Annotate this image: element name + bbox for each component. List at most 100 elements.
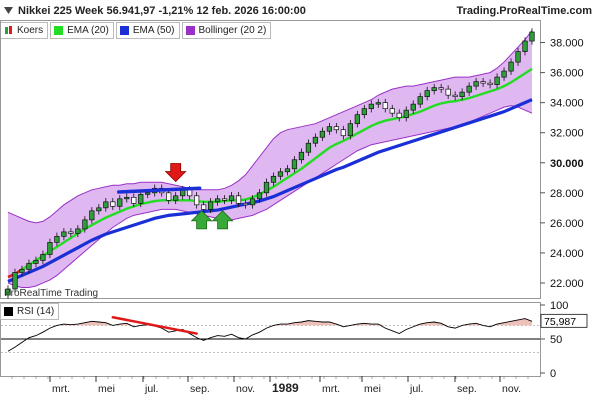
candle-body (124, 196, 130, 200)
candle-body (459, 91, 465, 97)
candle-body (89, 210, 95, 221)
candle-body (194, 195, 200, 206)
candle-body (487, 82, 493, 85)
candle-body (403, 109, 409, 119)
time-axis-label: mei (364, 383, 381, 395)
line-swatch-icon (54, 26, 64, 35)
candle-body (368, 103, 374, 110)
green-up-arrow-icon (211, 210, 234, 230)
legend-label-bollinger: Bollinger (20 2) (198, 25, 267, 36)
price-axis-label: 36.000 (550, 68, 584, 80)
chart-title: Nikkei 225 Week 56.941,97 -1,21% 12 feb.… (18, 5, 306, 17)
candle-body (207, 201, 214, 210)
candle-body (480, 81, 486, 84)
collapse-icon[interactable] (4, 6, 13, 15)
candle-body (298, 151, 305, 161)
candle-body (166, 192, 172, 201)
candle-body (187, 189, 193, 197)
candle-body (214, 198, 221, 203)
legend-item-ema20[interactable]: EMA (20) (50, 22, 114, 39)
candle-body (522, 40, 528, 52)
band-swatch-icon (185, 26, 195, 35)
bollinger-band (8, 30, 532, 288)
bollinger-lower (7, 105, 533, 288)
legend-label-koers: Koers (17, 25, 44, 36)
candle-body (249, 198, 256, 206)
brand-label[interactable]: Trading.ProRealTime.com (456, 5, 592, 17)
price-panel-frame (0, 20, 541, 299)
line-swatch-icon (119, 26, 129, 35)
candle-body (110, 201, 116, 207)
candle-body (82, 219, 88, 230)
candle-body (68, 231, 74, 234)
candle-body (96, 207, 102, 212)
candle-body (235, 195, 242, 204)
candle-body (26, 263, 32, 270)
price-axis-label: 34.000 (550, 98, 584, 110)
candle-body (389, 108, 395, 114)
candle-body (61, 231, 67, 237)
candle-body (424, 90, 430, 97)
candle-body (159, 187, 165, 194)
candle-body (452, 94, 458, 97)
candle-body (256, 192, 263, 200)
candle-body (445, 88, 451, 96)
price-axis-label: 24.000 (550, 248, 584, 260)
candle-body (5, 288, 11, 296)
resistance-line (116, 186, 202, 194)
ema20-line (7, 67, 533, 279)
candle-body (103, 201, 109, 209)
rsi-legend: RSI (14) (0, 303, 60, 320)
time-axis-label: nov. (236, 383, 255, 395)
rsi-overbought-fill (8, 318, 532, 326)
legend-item-bollinger[interactable]: Bollinger (20 2) (181, 22, 272, 39)
candle-body (138, 193, 144, 204)
candle-body (326, 126, 333, 132)
time-axis-label: mrt. (52, 383, 70, 395)
candle-body (375, 102, 381, 105)
candle-body (501, 70, 507, 78)
candle-body (529, 31, 535, 42)
time-axis-label: nov. (502, 383, 521, 395)
candle-body (173, 195, 179, 201)
price-axis: 38.000 36.000 34.000 32.000 30.000 28.000 26.0… (540, 38, 584, 290)
time-axis-label: mrt. (322, 383, 340, 395)
candle-body (347, 123, 353, 137)
candle-body (54, 236, 60, 243)
candle-body (291, 159, 298, 170)
candle-body (284, 168, 291, 173)
candle-body (47, 242, 53, 255)
candle-body (473, 81, 479, 87)
candle-body (277, 171, 284, 177)
candle-body (515, 51, 521, 63)
rsi-divergence-line (111, 315, 198, 335)
candle-body (494, 76, 500, 85)
candle-body (396, 112, 402, 119)
candle-body (180, 189, 186, 197)
candle-body (40, 254, 46, 261)
rsi-value-badge (540, 313, 588, 328)
rsi-line (7, 318, 533, 352)
candle-body (333, 126, 339, 131)
candle-body (75, 228, 81, 234)
candle-body (117, 198, 123, 207)
legend-item-koers[interactable]: Koers (0, 22, 49, 39)
time-axis: mrt. mei jul. sep. nov. 1989 mrt. mei jul. sep. no… (11, 376, 529, 395)
legend-item-ema50[interactable]: EMA (50) (115, 22, 180, 39)
time-axis-label: jul. (409, 383, 423, 395)
candle-body (508, 61, 514, 72)
candle-body (201, 204, 207, 210)
indicator-legend: Koers EMA (20) EMA (50) Bollinger (20 2) (0, 22, 272, 39)
candle-body (145, 192, 151, 195)
green-up-arrow-icon (190, 210, 213, 230)
legend-item-rsi[interactable]: RSI (14) (0, 303, 60, 320)
candle-icon (5, 26, 12, 34)
candle-body (305, 142, 312, 153)
watermark: ProRealTime Trading (4, 288, 98, 299)
candle-body (221, 198, 228, 201)
rsi-axis-label: 50 (550, 334, 562, 346)
line-swatch-icon (4, 307, 13, 316)
candle-body (12, 272, 18, 290)
rsi-axis-label: 100 (550, 300, 568, 312)
